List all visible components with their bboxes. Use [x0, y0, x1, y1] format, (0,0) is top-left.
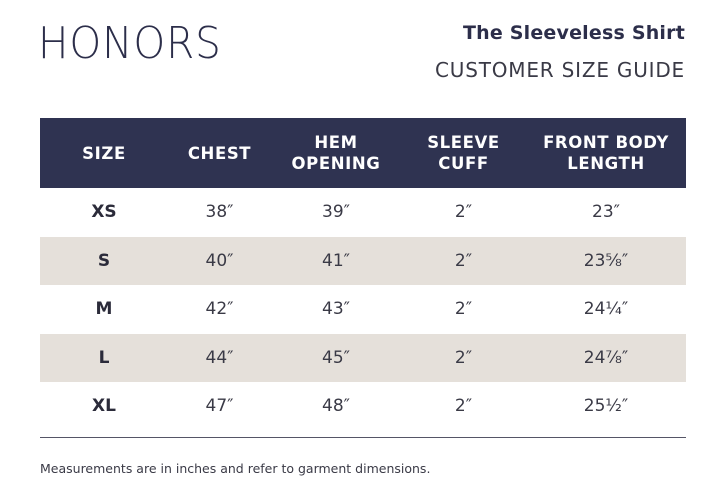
cell-cuff: 2″: [454, 396, 473, 417]
cell-cuff: 2″: [454, 250, 473, 271]
cell-size: S: [97, 250, 111, 271]
cell-hem: 39″: [322, 202, 350, 223]
cell-cuff: 2″: [454, 202, 473, 223]
cell-size: XS: [91, 202, 117, 223]
table-row: XL 47″ 48″ 2″ 25½″: [40, 382, 686, 431]
guide-title: CUSTOMER SIZE GUIDE: [435, 58, 685, 82]
header-chest: CHEST: [187, 143, 252, 163]
cell-hem: 48″: [322, 396, 350, 417]
header-front-body-length: FRONT BODY LENGTH: [543, 133, 669, 173]
cell-chest: 47″: [205, 396, 234, 417]
table-row: S 40″ 41″ 2″ 23⅝″: [40, 236, 686, 285]
table-row: L 44″ 45″ 2″ 24⅞″: [40, 333, 686, 382]
cell-hem: 43″: [322, 299, 350, 320]
cell-chest: 40″: [205, 250, 234, 271]
product-title: The Sleeveless Shirt: [462, 22, 685, 44]
table-row: M 42″ 43″ 2″ 24¼″: [40, 285, 686, 334]
size-table: SIZE CHEST HEM OPENING SLEEVE CUFF FRONT…: [40, 118, 686, 438]
cell-length: 24⅞″: [583, 347, 629, 368]
cell-length: 25½″: [583, 396, 629, 417]
measurement-note: Measurements are in inches and refer to …: [40, 461, 431, 476]
header-size: SIZE: [82, 143, 126, 163]
cell-hem: 45″: [322, 347, 350, 368]
cell-cuff: 2″: [454, 347, 473, 368]
cell-hem: 41″: [322, 250, 350, 271]
cell-chest: 38″: [205, 202, 234, 223]
header-sleeve-cuff: SLEEVE CUFF: [427, 133, 500, 173]
cell-chest: 42″: [205, 299, 234, 320]
cell-length: 24¼″: [583, 299, 629, 320]
brand-logo: HONORS: [38, 18, 222, 69]
cell-size: XL: [92, 396, 116, 417]
cell-chest: 44″: [205, 347, 234, 368]
table-header: SIZE CHEST HEM OPENING SLEEVE CUFF FRONT…: [40, 118, 686, 188]
cell-length: 23⅝″: [583, 250, 629, 271]
table-bottom-rule: [40, 436, 686, 438]
header-hem-opening: HEM OPENING: [291, 133, 381, 173]
cell-length: 23″: [592, 202, 620, 223]
table-row: XS 38″ 39″ 2″ 23″: [40, 188, 686, 237]
cell-size: M: [95, 299, 113, 320]
cell-size: L: [98, 347, 110, 368]
cell-cuff: 2″: [454, 299, 473, 320]
